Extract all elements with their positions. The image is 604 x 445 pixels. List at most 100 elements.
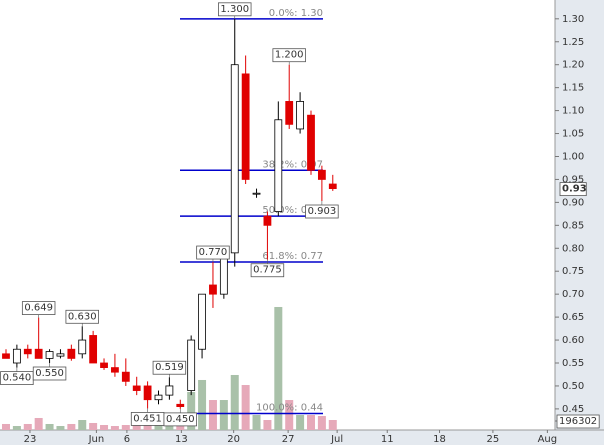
- label-text: 1.200: [275, 50, 304, 61]
- price-axis: [555, 0, 604, 445]
- y-tick-label: 0.90: [562, 197, 584, 208]
- volume-bar: [230, 374, 239, 430]
- volume-bar: [23, 423, 32, 430]
- label-text: 0.519: [155, 362, 184, 373]
- volume-bar: [56, 426, 65, 430]
- fib-label: 100.0%: 0.44: [256, 402, 323, 413]
- candle-body: [45, 351, 54, 359]
- y-tick-label: 1.20: [562, 60, 584, 71]
- y-tick-label: 0.55: [562, 358, 584, 369]
- volume-bar: [110, 426, 119, 430]
- candle-body: [132, 385, 141, 391]
- volume-bar: [252, 415, 261, 430]
- volume-bar: [89, 422, 98, 430]
- candle-body: [165, 385, 174, 396]
- label-box: [21, 301, 56, 315]
- volume-bar: [296, 415, 305, 430]
- y-tick-label: 1.00: [562, 151, 584, 162]
- volume-bar: [306, 415, 315, 430]
- volume-bar: [34, 417, 43, 430]
- volume-bar: [45, 423, 54, 430]
- label-text: 0.903: [308, 206, 337, 217]
- label-box: [196, 245, 230, 260]
- y-tick-label: 0.75: [562, 266, 584, 277]
- candle-body: [230, 64, 239, 254]
- label-text: 1.300: [220, 4, 249, 15]
- volume-bar: [263, 420, 272, 430]
- label-box: [32, 366, 67, 381]
- candle-body: [176, 403, 185, 407]
- label-box: [556, 414, 600, 429]
- label-text: 0.649: [24, 303, 53, 314]
- y-tick-label: 1.30: [562, 14, 584, 25]
- volume-bar: [132, 423, 141, 430]
- volume-bar: [208, 400, 217, 430]
- y-tick-label: 1.10: [562, 106, 584, 117]
- candle-body: [187, 339, 196, 391]
- candle-body: [198, 293, 206, 350]
- candle-body: [252, 192, 261, 195]
- y-tick-label: 0.45: [562, 404, 584, 415]
- y-tick-label: 1.15: [562, 83, 584, 94]
- x-tick-label: Aug: [538, 434, 558, 445]
- x-tick-label: Jul: [330, 434, 343, 445]
- y-tick-label: 1.25: [562, 37, 584, 48]
- y-tick-label: 0.50: [562, 381, 584, 392]
- volume-bar: [241, 385, 250, 430]
- label-text: 0.450: [166, 414, 195, 425]
- candle-body: [285, 101, 294, 125]
- volume-bar: [1, 423, 10, 430]
- candle-body: [23, 348, 32, 355]
- label-text: 0.775: [253, 265, 282, 276]
- candle-body: [2, 353, 10, 359]
- x-tick-label: 13: [175, 434, 188, 445]
- volume-bar: [100, 425, 109, 430]
- candle-body: [89, 335, 98, 364]
- label-box: [305, 204, 339, 219]
- fib-label: 38.2%: 0.97: [262, 159, 323, 170]
- candle-body: [263, 215, 272, 226]
- date-axis: [0, 430, 604, 445]
- y-tick-label: 0.85: [562, 220, 584, 231]
- volume-bar: [154, 421, 163, 430]
- candle-body: [241, 73, 250, 180]
- label-text: 0.451: [133, 413, 162, 424]
- candle-body: [274, 119, 283, 212]
- volume-bar: [219, 400, 228, 430]
- volume-bar: [328, 420, 337, 430]
- volume-bar: [285, 400, 294, 430]
- label-text: 0.630: [68, 311, 97, 322]
- candle-body: [100, 362, 108, 368]
- label-box: [559, 182, 587, 197]
- candle-body: [111, 367, 119, 373]
- fib-label: 0.0%: 1.30: [269, 8, 323, 19]
- label-text: 0.770: [199, 247, 228, 258]
- volume-bar: [187, 391, 196, 430]
- x-tick-label: 27: [282, 434, 295, 445]
- candle-body: [209, 284, 217, 295]
- volume-bar: [165, 423, 174, 430]
- volume-bar: [121, 425, 130, 430]
- label-box: [65, 309, 99, 324]
- candle-body: [121, 371, 130, 382]
- label-box: [163, 412, 197, 427]
- volume-bar: [12, 426, 21, 430]
- x-tick-label: 18: [433, 434, 446, 445]
- label-box: [152, 360, 187, 375]
- candle-body: [154, 394, 163, 401]
- candle-body: [296, 101, 305, 130]
- volume-bar: [317, 416, 326, 430]
- x-tick-label: 6: [124, 434, 130, 445]
- fib-label: 61.8%: 0.77: [262, 251, 323, 262]
- candle-body: [307, 114, 315, 171]
- y-tick-label: 0.70: [562, 289, 584, 300]
- volume-bar: [274, 306, 283, 430]
- y-tick-label: 1.05: [562, 129, 584, 140]
- x-tick-label: 23: [24, 434, 37, 445]
- y-tick-label: 0.60: [562, 335, 584, 346]
- volume-bar: [78, 420, 87, 430]
- label-box: [272, 48, 306, 63]
- candle-body: [67, 348, 76, 359]
- candle-body: [317, 169, 326, 180]
